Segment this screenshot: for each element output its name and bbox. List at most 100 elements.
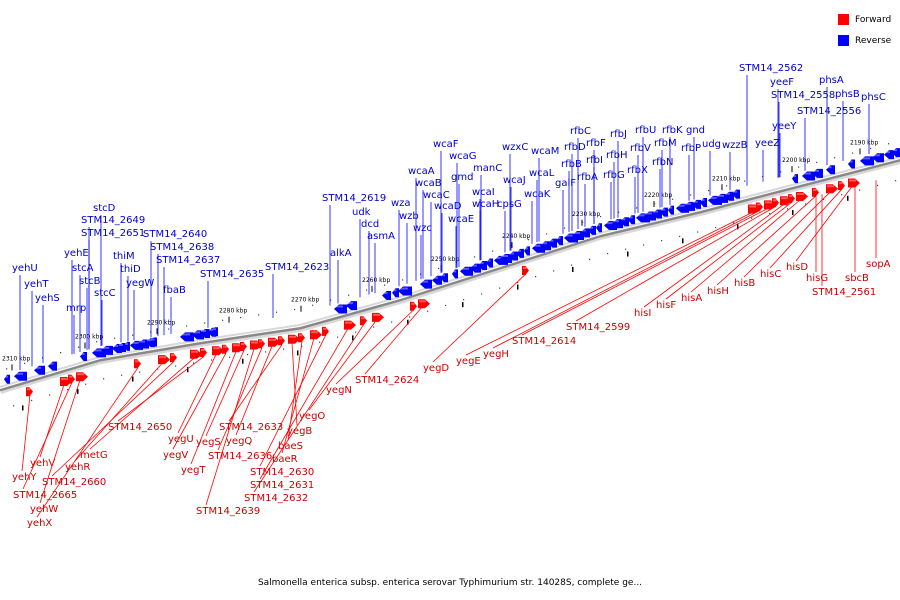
minor-tick xyxy=(121,374,123,376)
reverse-gene-label: manC xyxy=(473,163,502,174)
tick-label: 2220 kbp xyxy=(644,192,672,199)
forward-gene-leader xyxy=(253,323,365,493)
reverse-gene-arrow xyxy=(124,341,130,351)
forward-gene-label: hisF xyxy=(656,300,676,311)
forward-gene-label: hisG xyxy=(806,273,828,284)
minor-tick xyxy=(787,208,789,210)
backbone-highlight xyxy=(0,158,900,389)
minor-tick xyxy=(564,227,566,229)
forward-gene-label: sbcB xyxy=(845,273,869,284)
reverse-gene-label: wcaI xyxy=(472,187,495,198)
reverse-gene-arrow xyxy=(668,205,674,215)
minor-tick xyxy=(96,341,98,343)
reverse-gene-label: stcB xyxy=(79,276,101,287)
reverse-gene-label: wzb xyxy=(399,211,419,222)
minor-tick xyxy=(337,336,339,338)
reverse-gene-arrow xyxy=(138,339,149,349)
minor-tick xyxy=(474,256,476,258)
reverse-gene-label: rfbG xyxy=(603,170,625,181)
reverse-gene-arrow xyxy=(612,219,623,229)
forward-gene-arrow xyxy=(288,334,300,344)
forward-swatch xyxy=(838,14,849,25)
minor-tick xyxy=(553,270,555,272)
minor-tick xyxy=(499,287,501,289)
reverse-gene-label: fbaB xyxy=(163,285,186,296)
forward-gene-arrow xyxy=(756,202,763,212)
legend-reverse: Reverse xyxy=(838,30,891,51)
reverse-gene-arrow xyxy=(628,215,635,225)
reverse-gene-arrow xyxy=(470,263,481,273)
reverse-swatch xyxy=(838,35,849,46)
forward-gene-label: STM14_2624 xyxy=(355,375,419,386)
minor-tick xyxy=(330,299,332,301)
minor-tick xyxy=(193,362,195,364)
reverse-gene-label: phsA xyxy=(819,75,844,86)
reverse-gene-label: wcaK xyxy=(524,189,551,200)
forward-gene-leader xyxy=(575,205,777,322)
forward-gene-arrow xyxy=(76,372,88,382)
forward-gene-label: yegS xyxy=(196,437,221,448)
minor-tick xyxy=(733,222,735,224)
forward-gene-arrow xyxy=(170,353,177,363)
minor-tick xyxy=(751,217,753,219)
reverse-gene-label: wcaL xyxy=(529,168,555,179)
forward-gene-leader xyxy=(22,382,73,490)
reverse-gene-arrow xyxy=(334,304,347,314)
minor-tick xyxy=(211,359,213,361)
reverse-gene-arrow xyxy=(684,201,695,211)
forward-gene-label: yehY xyxy=(12,472,37,483)
minor-tick xyxy=(481,293,483,295)
reverse-gene-label: rfbM xyxy=(654,138,677,149)
reverse-gene-label: yeeF xyxy=(770,77,794,88)
minor-tick xyxy=(366,289,368,291)
forward-gene-label: hisH xyxy=(707,286,729,297)
minor-tick xyxy=(870,147,872,149)
forward-gene-label: hisA xyxy=(681,293,702,304)
forward-gene-label: STM14_2632 xyxy=(244,493,308,504)
minor-tick xyxy=(528,239,530,241)
reverse-gene-label: yehS xyxy=(35,293,60,304)
reverse-gene-arrow xyxy=(700,198,707,207)
reverse-gene-arrow xyxy=(460,266,473,276)
reverse-gene-label: STM14_2623 xyxy=(265,262,329,273)
reverse-gene-label: rfbA xyxy=(577,172,598,183)
reverse-gene-label: yeeZ xyxy=(755,138,780,149)
minor-tick xyxy=(572,266,574,272)
forward-gene-label: STM14_2665 xyxy=(13,490,77,501)
minor-tick xyxy=(744,180,746,182)
gene-labels: yehUyehTyehSyehEmrpstcAstcBstcCstcDSTM14… xyxy=(12,63,891,529)
minor-tick xyxy=(139,371,141,373)
forward-gene-arrow xyxy=(826,184,838,194)
reverse-gene-label: STM14_2562 xyxy=(739,63,803,74)
reverse-gene-arrow xyxy=(212,327,218,337)
forward-gene-label: STM14_2631 xyxy=(250,480,314,491)
forward-gene-arrow xyxy=(344,320,356,330)
minor-tick xyxy=(222,319,224,321)
forward-gene-leader xyxy=(364,306,423,375)
reverse-gene-label: STM14_2651 xyxy=(81,228,145,239)
minor-tick xyxy=(312,304,314,306)
minor-tick xyxy=(6,368,8,370)
reverse-gene-arrow xyxy=(4,374,10,384)
minor-tick xyxy=(852,152,854,154)
reverse-gene-label: STM14_2640 xyxy=(143,229,207,240)
reverse-gene-arrow xyxy=(34,365,45,375)
forward-gene-arrow xyxy=(240,342,247,351)
minor-tick xyxy=(247,354,249,356)
reverse-gene-label: wcaM xyxy=(531,146,559,157)
forward-gene-label: STM14_2614 xyxy=(512,336,576,347)
reverse-gene-label: STM14_2558 xyxy=(771,90,835,101)
reverse-gene-label: wcaB xyxy=(415,178,442,189)
reverse-gene-arrow xyxy=(14,371,27,381)
forward-gene-leader xyxy=(643,203,785,308)
reverse-gene-label: phsB xyxy=(835,89,860,100)
forward-gene-leader xyxy=(89,357,195,450)
minor-tick xyxy=(618,211,620,213)
minor-tick xyxy=(823,198,825,201)
minor-tick xyxy=(690,194,692,196)
forward-gene-arrow xyxy=(812,187,819,197)
minor-tick xyxy=(352,335,354,341)
minor-tick xyxy=(492,250,494,252)
reverse-gene-label: udg xyxy=(702,139,721,150)
reverse-gene-label: rfbI xyxy=(586,155,603,166)
